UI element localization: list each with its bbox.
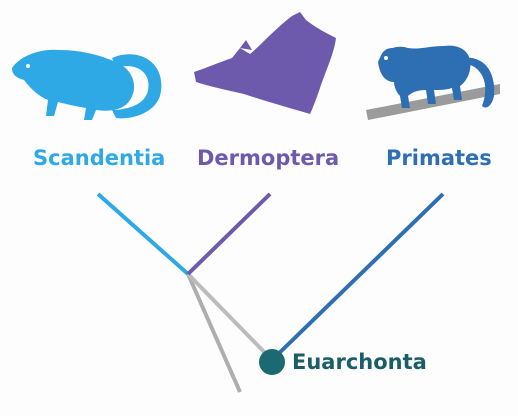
taxon-label-dermoptera: Dermoptera	[197, 146, 340, 170]
taxon-label-scandentia: Scandentia	[33, 146, 166, 170]
treeshrew-silhouette-icon	[12, 49, 162, 120]
clade-label-euarchonta: Euarchonta	[292, 350, 427, 374]
euarchonta-node	[259, 349, 285, 375]
taxon-label-primates: Primates	[386, 146, 492, 170]
internal-branch-grey	[186, 272, 274, 362]
scandentia-branch	[96, 192, 190, 276]
primates-branch	[270, 192, 445, 362]
monkey-silhouette-icon	[366, 45, 500, 120]
dermoptera-branch	[186, 192, 272, 276]
stem-branch	[186, 273, 242, 393]
colugo-silhouette-icon	[194, 12, 336, 114]
